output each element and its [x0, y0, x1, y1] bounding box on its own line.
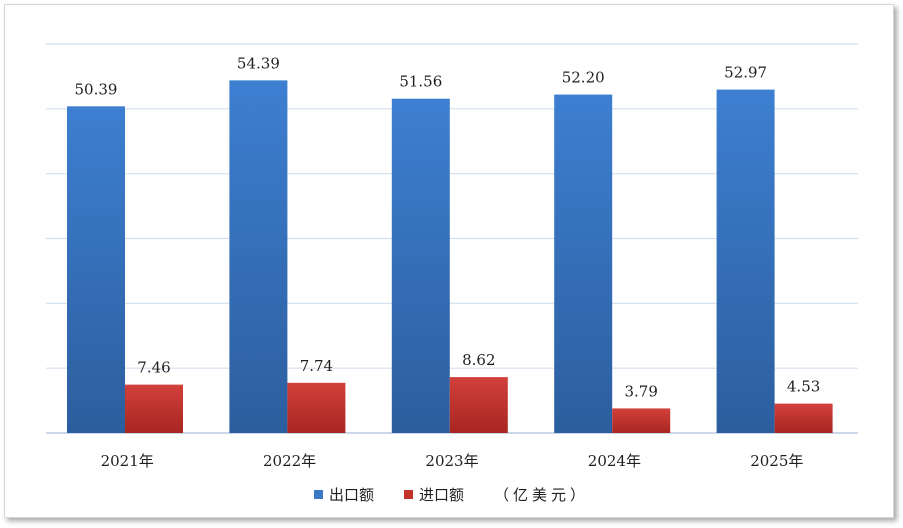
- x-tick-label: 2021年: [101, 452, 154, 470]
- bar-export: [554, 94, 613, 433]
- data-label-export: 50.39: [75, 80, 118, 98]
- bar-import: [287, 382, 346, 433]
- bar-export: [391, 98, 450, 433]
- bar-import: [449, 377, 508, 433]
- data-label-import: 7.74: [300, 357, 333, 375]
- bar-import: [125, 384, 183, 433]
- legend-label-import: 进口额: [418, 485, 464, 504]
- x-tick-label: 2023年: [425, 452, 478, 470]
- bar-export: [67, 106, 125, 433]
- data-label-import: 4.53: [787, 378, 820, 396]
- bar-export: [229, 80, 288, 434]
- legend: 出口额 进口额 （亿美元）: [0, 483, 903, 505]
- bar-import: [774, 403, 833, 433]
- x-tick-label: 2024年: [588, 452, 641, 470]
- legend-label-export: 出口额: [328, 485, 374, 504]
- data-label-import: 8.62: [462, 351, 495, 369]
- bar-import: [612, 408, 671, 433]
- data-label-export: 52.20: [562, 69, 605, 87]
- legend-swatch-export: [313, 489, 323, 499]
- data-label-export: 51.56: [399, 73, 442, 91]
- x-tick-label: 2025年: [750, 452, 803, 470]
- data-label-export: 52.97: [724, 64, 767, 82]
- x-tick-labels-group: 2021年 2022年 2023年 2024年 2025年: [101, 452, 804, 470]
- data-label-import: 7.46: [137, 359, 170, 377]
- x-tick-label: 2022年: [263, 452, 316, 470]
- legend-item-import: 进口额: [403, 484, 464, 505]
- bars-group: [67, 80, 833, 434]
- data-label-export: 54.39: [237, 54, 280, 72]
- legend-swatch-import: [403, 489, 413, 499]
- legend-item-export: 出口额: [313, 484, 374, 505]
- data-label-import: 3.79: [624, 382, 657, 400]
- bar-export: [716, 89, 775, 434]
- data-labels-group: 50.39 7.46 54.39 7.74 51.56 8.62 52.20 3.79 52.9…: [75, 54, 821, 400]
- unit-label: （亿美元）: [494, 485, 590, 504]
